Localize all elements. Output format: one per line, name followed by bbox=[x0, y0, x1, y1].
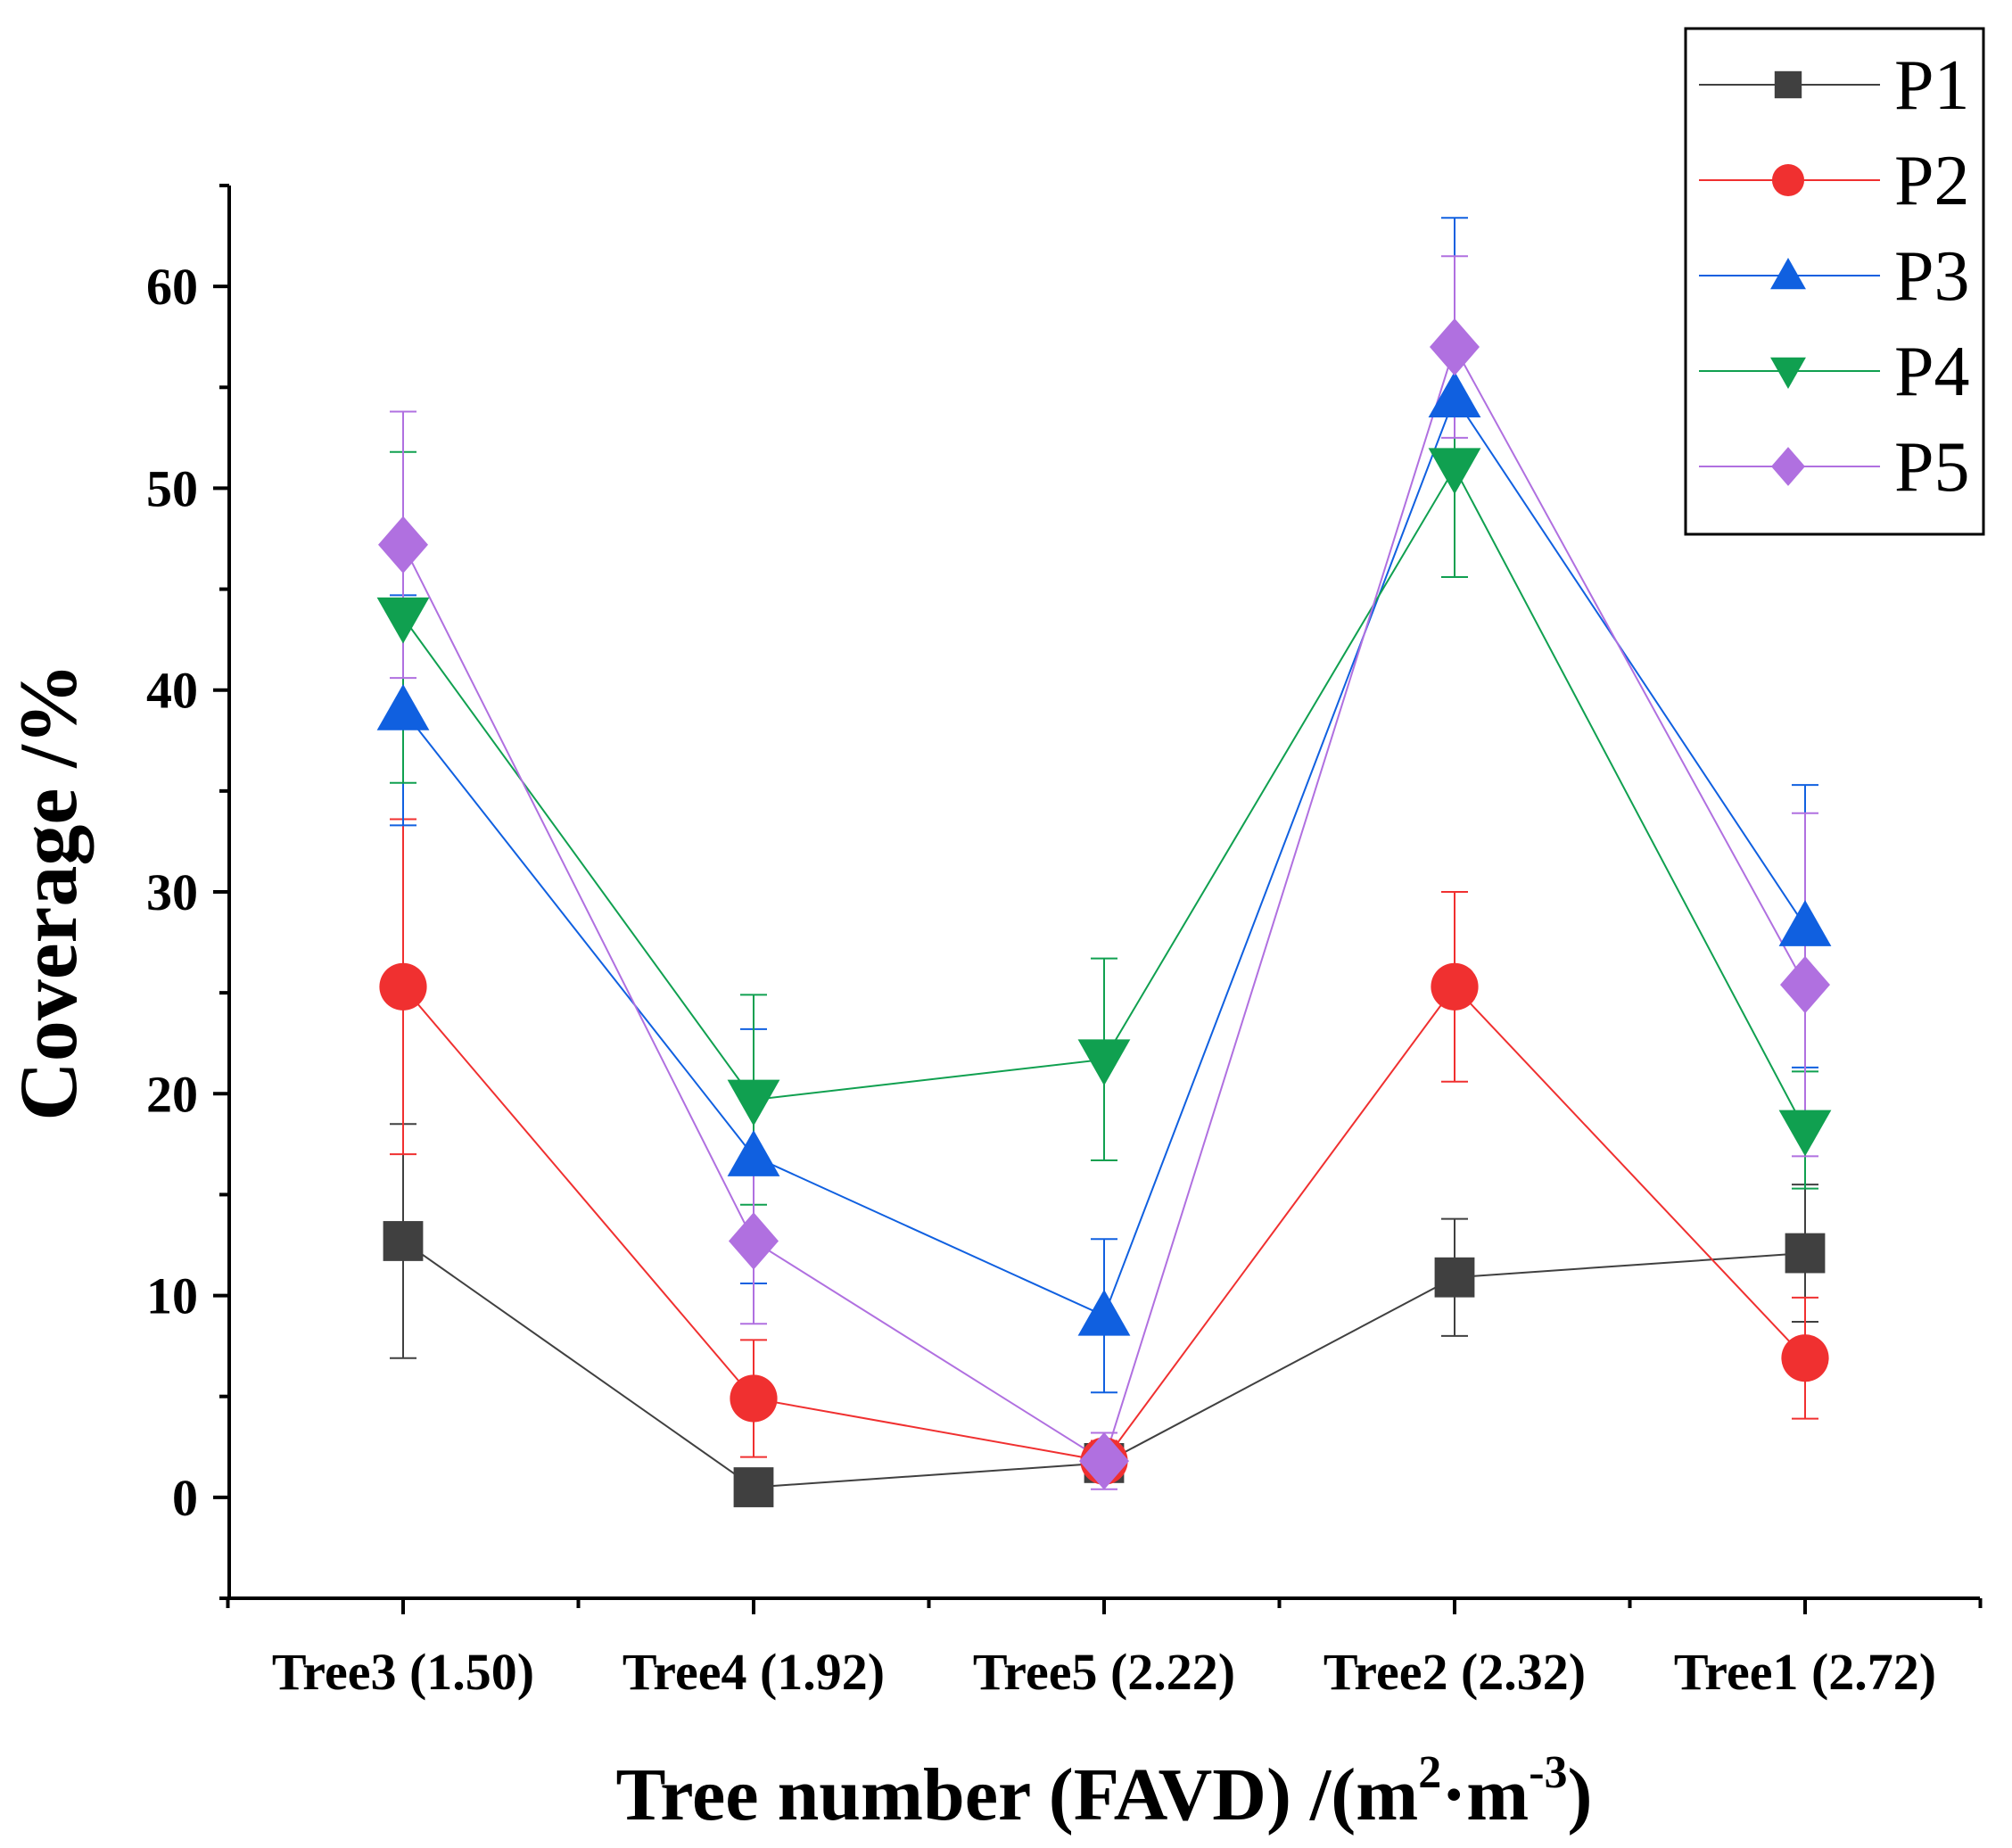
point-p2 bbox=[730, 1374, 778, 1423]
series-line-p3 bbox=[402, 395, 1806, 1317]
point-p4 bbox=[1077, 1039, 1131, 1086]
x-axis-title-sup2: -3 bbox=[1529, 1747, 1567, 1798]
point-p2 bbox=[379, 962, 427, 1011]
point-p3 bbox=[1077, 1289, 1131, 1336]
point-p5 bbox=[1079, 1431, 1129, 1490]
legend-marker-p2 bbox=[1771, 163, 1805, 197]
y-tick-label: 20 bbox=[146, 1065, 198, 1123]
point-p2 bbox=[1431, 962, 1479, 1011]
series-markers bbox=[376, 318, 1832, 1507]
legend-marker-p3 bbox=[1770, 258, 1806, 290]
x-tick-label: Tree4 (1.92) bbox=[623, 1643, 885, 1701]
tick-labels: 0 10 20 30 40 50 60 Tree3 (1.50) Tree4 (1.92) Tre… bbox=[146, 258, 1936, 1701]
legend-label-p5: P5 bbox=[1894, 428, 1970, 507]
point-p5 bbox=[1430, 318, 1480, 376]
point-p3 bbox=[1778, 900, 1832, 946]
point-p4 bbox=[1428, 448, 1481, 495]
y-tick-label: 30 bbox=[146, 863, 198, 921]
legend-label-p2: P2 bbox=[1894, 142, 1970, 220]
point-p1 bbox=[383, 1221, 424, 1261]
x-tick-label: Tree5 (2.22) bbox=[973, 1643, 1235, 1701]
point-p3 bbox=[376, 683, 430, 730]
y-tick-label: 60 bbox=[146, 258, 198, 316]
axes bbox=[213, 184, 1983, 1614]
x-tick-label: Tree1 (2.72) bbox=[1674, 1643, 1936, 1701]
legend-label-p1: P1 bbox=[1894, 46, 1970, 125]
y-tick-label: 0 bbox=[172, 1469, 198, 1527]
x-tick-label: Tree2 (2.32) bbox=[1323, 1643, 1586, 1701]
x-axis-title-end: ) bbox=[1568, 1753, 1593, 1836]
x-axis-title-mid: ·m bbox=[1441, 1753, 1529, 1836]
point-p1 bbox=[1434, 1257, 1475, 1298]
point-p5 bbox=[1780, 955, 1830, 1014]
legend-marker-p5 bbox=[1771, 447, 1805, 486]
point-p4 bbox=[376, 597, 430, 644]
point-p5 bbox=[378, 516, 428, 573]
legend-label-p3: P3 bbox=[1894, 237, 1970, 316]
x-tick-label: Tree3 (1.50) bbox=[272, 1643, 534, 1701]
x-axis-title: Tree number (FAVD) /(m2·m-3) bbox=[615, 1747, 1592, 1836]
point-p4 bbox=[1778, 1110, 1832, 1157]
point-p1 bbox=[1785, 1233, 1826, 1274]
legend-label-p4: P4 bbox=[1894, 333, 1970, 411]
point-p5 bbox=[729, 1212, 779, 1270]
point-p1 bbox=[733, 1467, 774, 1507]
point-p4 bbox=[727, 1079, 780, 1126]
x-axis-title-main: Tree number (FAVD) /(m bbox=[615, 1753, 1418, 1836]
point-p2 bbox=[1781, 1334, 1829, 1382]
y-axis-title: Coverage /% bbox=[3, 663, 94, 1121]
point-p3 bbox=[727, 1130, 780, 1176]
y-tick-label: 50 bbox=[146, 459, 198, 517]
x-axis-title-sup1: 2 bbox=[1418, 1747, 1441, 1798]
legend-marker-p1 bbox=[1774, 70, 1802, 99]
y-tick-label: 10 bbox=[146, 1267, 198, 1325]
legend-frame bbox=[1684, 27, 1985, 536]
legend-marker-p4 bbox=[1770, 357, 1806, 389]
point-p3 bbox=[1428, 371, 1481, 417]
legend: P1 P2 P3 P4 P5 bbox=[1684, 27, 1985, 536]
y-tick-label: 40 bbox=[146, 662, 198, 720]
